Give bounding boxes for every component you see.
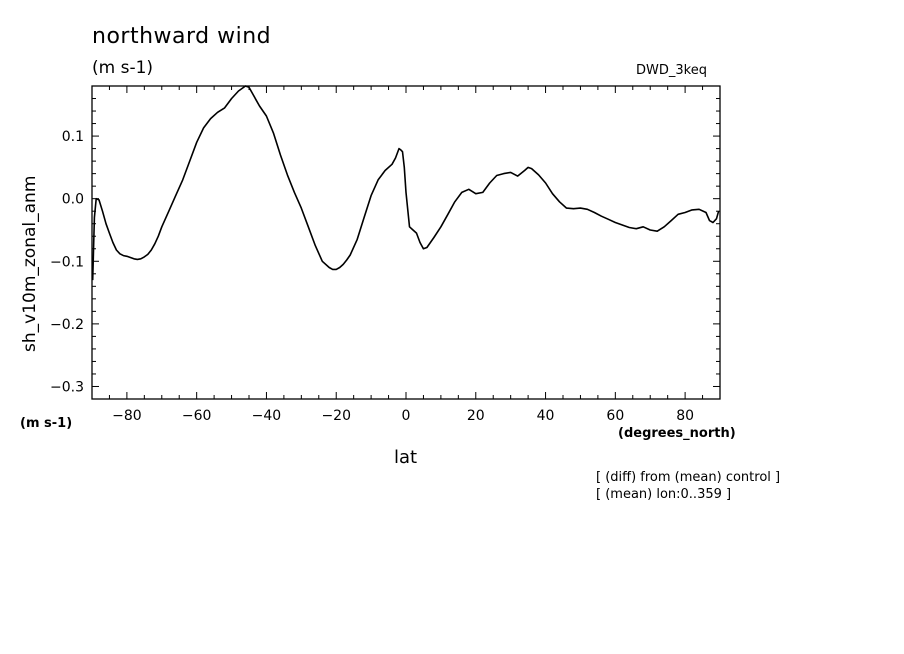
dataset-label: DWD_3keq <box>636 63 707 78</box>
x-tick-label: 0 <box>402 408 411 424</box>
x-tick-label: 40 <box>537 408 555 424</box>
series-line <box>91 85 720 281</box>
y-tick-label: −0.2 <box>50 317 84 333</box>
y-tick-label: −0.1 <box>50 254 84 270</box>
x-tick-label: −80 <box>112 408 142 424</box>
x-tick-label: 80 <box>676 408 694 424</box>
note-mean: [ (mean) lon:0..359 ] <box>596 487 732 502</box>
note-diff: [ (diff) from (mean) control ] <box>596 470 781 485</box>
plot-frame <box>91 85 721 400</box>
x-axis-units: (degrees_north) <box>618 426 736 441</box>
x-tick-label: 20 <box>467 408 485 424</box>
x-tick-label: 60 <box>606 408 624 424</box>
x-axis-label: lat <box>394 447 418 468</box>
tick-labels: −80 −60 −40 −20 0 20 40 60 80 −0.3 −0.2 −0.1 0.0 0.1 <box>50 129 694 424</box>
y-tick-label: 0.1 <box>62 129 84 145</box>
y-axis-units: (m s-1) <box>20 416 73 431</box>
x-tick-label: −20 <box>321 408 351 424</box>
y-tick-label: 0.0 <box>62 192 84 208</box>
axis-ticks <box>91 85 721 400</box>
chart-units: (m s-1) <box>92 58 154 78</box>
x-tick-label: −60 <box>182 408 212 424</box>
y-tick-label: −0.3 <box>50 379 84 395</box>
chart-title: northward wind <box>92 24 272 49</box>
x-tick-label: −40 <box>252 408 282 424</box>
